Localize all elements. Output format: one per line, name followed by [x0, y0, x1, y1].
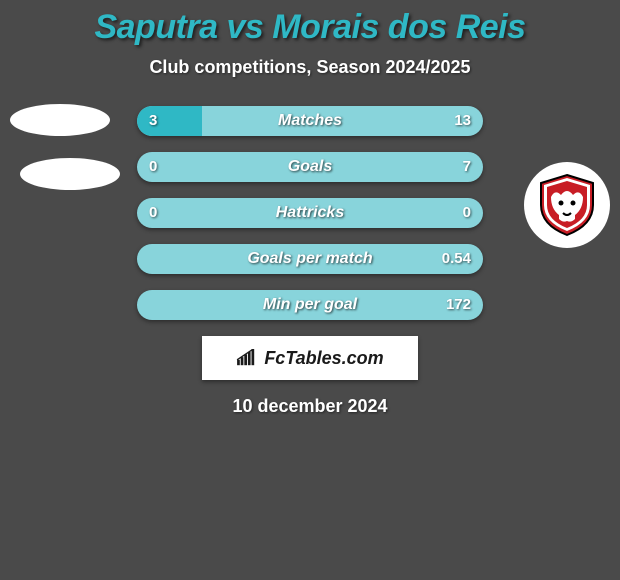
stat-label: Goals	[137, 152, 483, 182]
stats-area: 3 Matches 13 0 Goals 7 0 Hattricks 0 Goa…	[0, 106, 620, 417]
shield-bull-icon	[535, 173, 599, 237]
stat-right-value: 172	[434, 290, 483, 320]
stat-label: Hattricks	[137, 198, 483, 228]
player-left-avatar-2	[20, 158, 120, 190]
subtitle: Club competitions, Season 2024/2025	[0, 57, 620, 78]
brand-text: FcTables.com	[264, 348, 383, 369]
bar-chart-icon	[236, 349, 258, 367]
page-title: Saputra vs Morais dos Reis	[0, 0, 620, 47]
stat-right-value: 7	[451, 152, 483, 182]
date-text: 10 december 2024	[0, 396, 620, 417]
stat-right-value: 13	[442, 106, 483, 136]
player-right-club-logo	[524, 162, 610, 248]
stat-bar: 0 Goals 7	[137, 152, 483, 182]
stat-bar: Goals per match 0.54	[137, 244, 483, 274]
stat-label: Matches	[137, 106, 483, 136]
stat-right-value: 0.54	[430, 244, 483, 274]
stat-bar: 0 Hattricks 0	[137, 198, 483, 228]
player-left-avatar-1	[10, 104, 110, 136]
infographic-root: Saputra vs Morais dos Reis Club competit…	[0, 0, 620, 580]
brand-box: FcTables.com	[202, 336, 418, 380]
stat-bar: Min per goal 172	[137, 290, 483, 320]
stat-right-value: 0	[451, 198, 483, 228]
stat-bars: 3 Matches 13 0 Goals 7 0 Hattricks 0 Goa…	[137, 106, 483, 320]
stat-label: Min per goal	[137, 290, 483, 320]
stat-bar: 3 Matches 13	[137, 106, 483, 136]
